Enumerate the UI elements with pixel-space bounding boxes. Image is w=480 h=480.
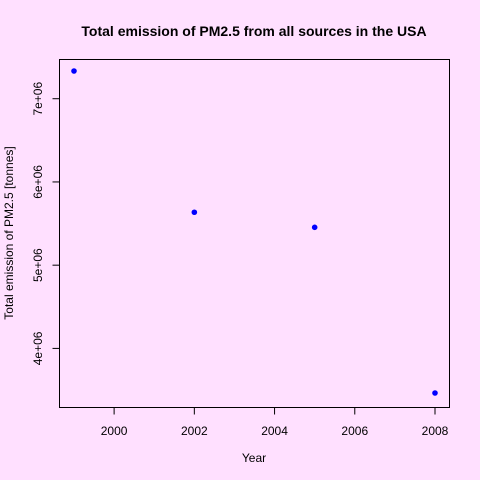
x-tick-label: 2008 [422, 424, 449, 438]
y-tick-label: 4e+06 [31, 331, 45, 365]
x-tick-label: 2004 [261, 424, 288, 438]
data-point [432, 390, 438, 396]
y-tick-label: 6e+06 [31, 165, 45, 199]
data-points [71, 68, 438, 396]
x-tick-label: 2000 [101, 424, 128, 438]
x-axis: 2000 2002 2004 2006 2008 [101, 407, 449, 438]
x-tick-label: 2006 [341, 424, 368, 438]
chart-title: Total emission of PM2.5 from all sources… [81, 23, 426, 39]
y-axis: 4e+06 5e+06 6e+06 7e+06 [31, 82, 60, 365]
data-point [191, 209, 198, 216]
plot-box [59, 59, 450, 408]
y-tick-label: 5e+06 [31, 248, 45, 282]
x-tick-label: 2002 [181, 424, 208, 438]
y-tick-label: 7e+06 [31, 82, 45, 116]
x-axis-label: Year [242, 451, 266, 465]
data-point [311, 224, 318, 231]
y-axis-label: Total emission of PM2.5 [tonnes] [2, 146, 16, 319]
data-point [71, 68, 77, 74]
